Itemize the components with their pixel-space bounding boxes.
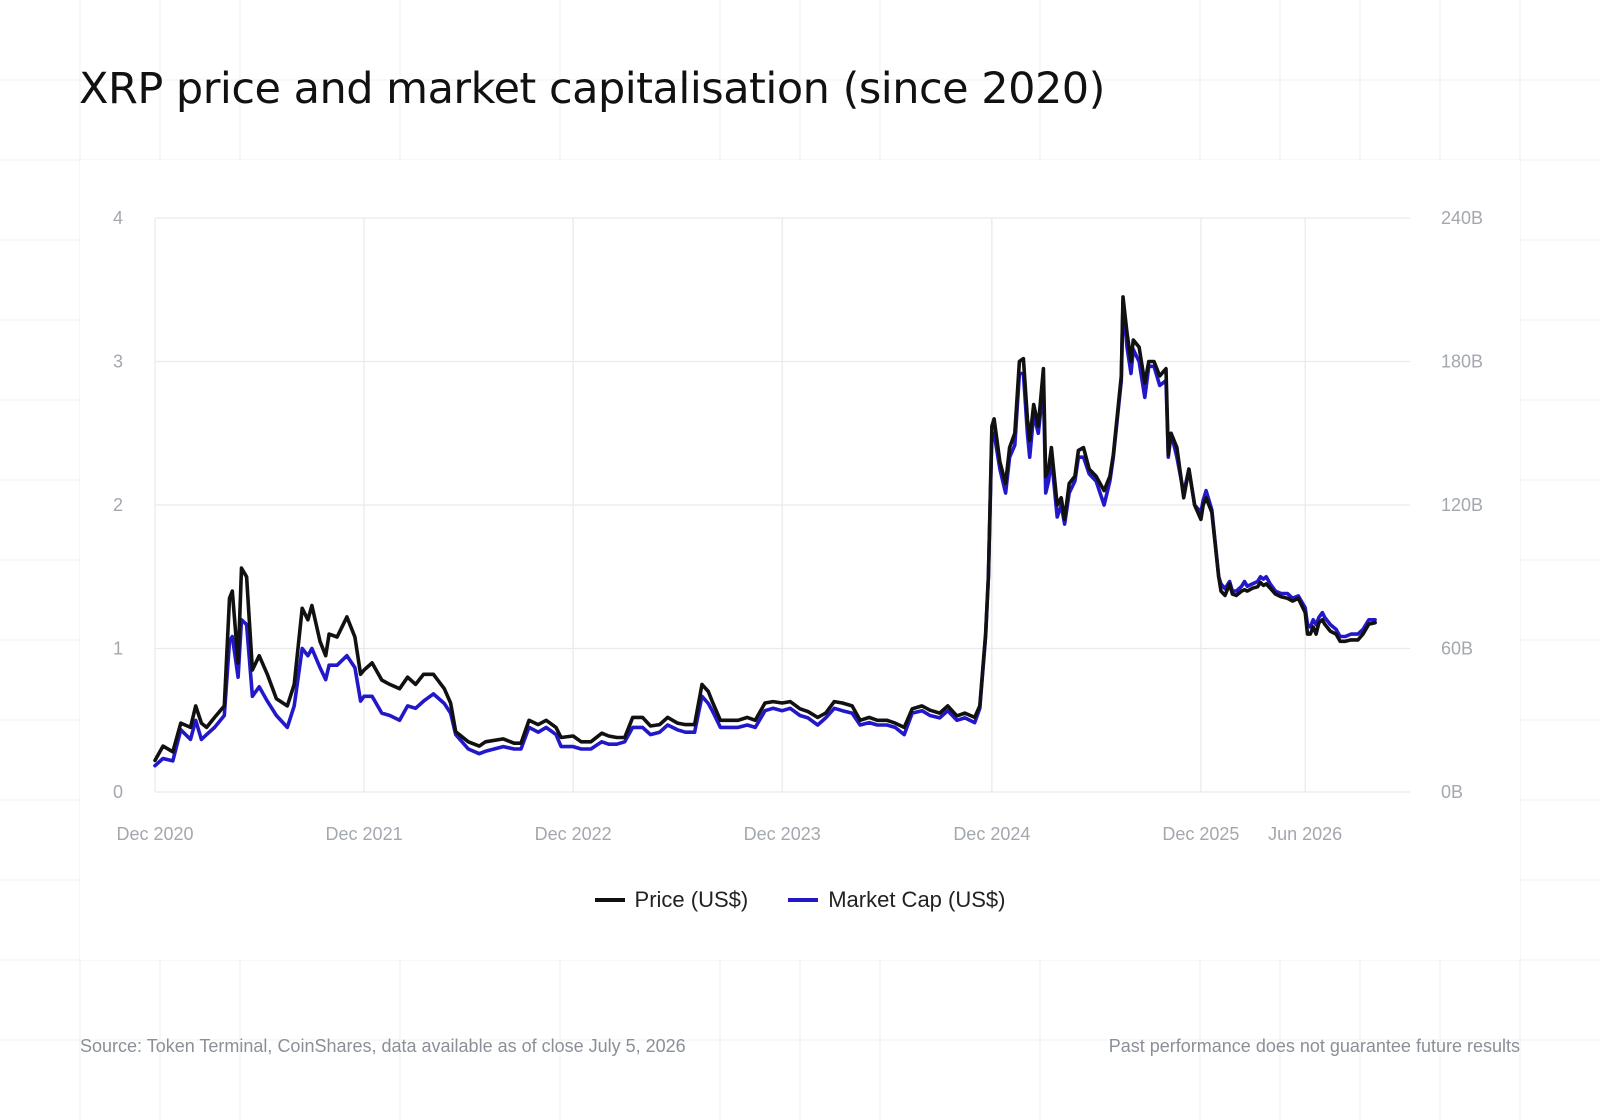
- y-tick-label: 0: [113, 782, 123, 802]
- x-tick-label: Dec 2023: [744, 824, 821, 844]
- y-tick-label: 3: [113, 352, 123, 372]
- chart-title: XRP price and market capitalisation (sin…: [79, 64, 1105, 114]
- x-tick-label: Dec 2022: [535, 824, 612, 844]
- source-note: Source: Token Terminal, CoinShares, data…: [80, 1036, 686, 1056]
- series-line-price: [153, 295, 1377, 763]
- x-tick-label: Dec 2020: [116, 824, 193, 844]
- x-tick-label: Dec 2025: [1162, 824, 1239, 844]
- series-line-market-cap: [153, 299, 1377, 768]
- y2-tick-label: 180B: [1441, 352, 1483, 372]
- legend-item-market-cap: Market Cap (US$): [788, 887, 1005, 913]
- y2-tick-label: 120B: [1441, 495, 1483, 515]
- legend-label-price: Price (US$): [634, 887, 749, 912]
- disclaimer-note: Past performance does not guarantee futu…: [1108, 1036, 1520, 1056]
- y2-tick-label: 0B: [1441, 782, 1463, 802]
- y-tick-label: 2: [113, 495, 123, 515]
- x-tick-label: Dec 2024: [953, 824, 1030, 844]
- y-tick-label: 1: [113, 639, 123, 659]
- x-tick-label: Jun 2026: [1268, 824, 1342, 844]
- y-tick-label: 4: [113, 208, 123, 228]
- x-tick-label: Dec 2021: [326, 824, 403, 844]
- legend-swatch-price: [594, 898, 625, 902]
- chart-panel: [80, 160, 1520, 960]
- chart-legend: Price (US$) Market Cap (US$): [0, 880, 1600, 920]
- legend-item-price: Price (US$): [594, 887, 749, 913]
- legend-label-market-cap: Market Cap (US$): [828, 887, 1006, 912]
- legend-swatch-market-cap: [788, 898, 819, 902]
- y2-tick-label: 60B: [1441, 639, 1473, 659]
- y2-tick-label: 240B: [1441, 208, 1483, 228]
